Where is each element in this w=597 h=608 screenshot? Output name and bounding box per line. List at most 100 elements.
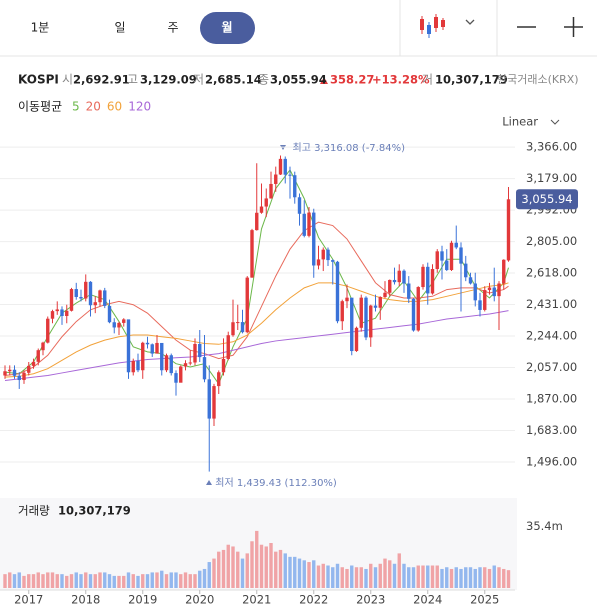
- candle-body: [506, 199, 511, 261]
- scale-dropdown[interactable]: [550, 119, 560, 125]
- volume-bar: [264, 546, 268, 588]
- candle-body: [449, 242, 454, 271]
- candle-body: [69, 289, 74, 311]
- volume-bar: [193, 574, 197, 588]
- volume-bar: [88, 574, 93, 588]
- candle-body: [435, 251, 439, 270]
- candle-body: [464, 263, 468, 278]
- candle-body: [459, 247, 463, 264]
- candle-body: [359, 297, 363, 328]
- candle-body: [492, 287, 496, 297]
- volume-bar: [321, 563, 325, 588]
- volume-bar: [207, 562, 211, 588]
- annotation: 최저 1,439.43 (112.30%): [215, 477, 337, 489]
- volume-bar: [440, 568, 444, 588]
- x-tick-label: 2021: [242, 593, 271, 607]
- dropdown-icon[interactable]: [465, 19, 475, 25]
- candle-body: [169, 355, 173, 374]
- volume-bar: [435, 565, 439, 588]
- candle-body: [245, 277, 249, 333]
- candle-body: [74, 289, 78, 297]
- candle-body: [36, 350, 40, 362]
- x-tick-label: 2025: [470, 593, 499, 607]
- candle-body: [240, 322, 245, 333]
- volume-bar: [478, 567, 482, 588]
- ma-line: [4, 310, 509, 382]
- candle-body: [402, 270, 406, 284]
- volume-bar: [36, 572, 40, 588]
- volume-bar: [502, 568, 506, 588]
- field-label: 고: [127, 73, 138, 87]
- tab[interactable]: 월: [221, 20, 232, 35]
- candle-body: [369, 305, 373, 338]
- candle-body: [107, 305, 112, 323]
- candle-body: [41, 342, 45, 351]
- candle-body: [392, 279, 397, 283]
- candle-body: [278, 158, 283, 175]
- volume-bar: [136, 575, 140, 588]
- y-tick-label: 2,618.00: [526, 266, 577, 280]
- volume-bar: [302, 560, 306, 588]
- candle-body: [31, 361, 36, 366]
- candle-body: [217, 372, 221, 387]
- volume-bar: [107, 574, 112, 588]
- candle-body: [269, 183, 273, 199]
- volume-bar: [50, 572, 55, 588]
- volume-bar: [160, 570, 164, 588]
- volume-bar: [359, 567, 363, 588]
- volume-label: 거: [422, 73, 433, 87]
- y-tick-label: 3,366.00: [526, 140, 577, 154]
- chart-type-icon[interactable]: [420, 14, 445, 38]
- tab[interactable]: 주: [167, 21, 178, 35]
- candle-body: [293, 175, 297, 198]
- volume-bar: [98, 572, 102, 588]
- volume-bar: [212, 558, 216, 588]
- tab[interactable]: 1분: [31, 21, 50, 35]
- symbol: KOSPI: [18, 73, 59, 87]
- candle-body: [55, 309, 59, 312]
- candle-body: [445, 260, 449, 271]
- volume-bar: [236, 551, 240, 588]
- volume-bar: [69, 574, 74, 588]
- candle-body: [321, 249, 325, 260]
- tab[interactable]: 일: [114, 21, 125, 35]
- volume-bar: [421, 565, 425, 588]
- candle-body: [27, 365, 31, 373]
- field-label: 종: [258, 73, 269, 87]
- zoom-in[interactable]: [564, 17, 583, 37]
- candle-body: [117, 322, 121, 328]
- volume-bar: [388, 560, 392, 588]
- volume-bar: [335, 563, 340, 588]
- y-tick-label: 2,431.00: [526, 297, 577, 311]
- min-marker: [206, 480, 212, 485]
- candle-body: [202, 357, 207, 380]
- candle-body: [312, 212, 316, 266]
- volume-bar: [202, 568, 207, 588]
- y-tick-label: 1,870.00: [526, 392, 577, 406]
- volume-bar: [245, 553, 249, 588]
- y-tick-label: 2,244.00: [526, 329, 577, 343]
- candle-body: [160, 342, 164, 371]
- volume-bar: [117, 575, 121, 588]
- y-tick-label: 1,683.00: [526, 423, 577, 437]
- candle-body: [307, 212, 311, 236]
- volume-bar: [274, 551, 278, 588]
- volume-bar: [487, 568, 492, 588]
- candle-body: [122, 319, 126, 323]
- volume-bar: [288, 556, 292, 588]
- x-tick-label: 2017: [14, 593, 43, 607]
- field-value: 3,129.09: [140, 73, 197, 87]
- scale-label: Linear: [502, 115, 538, 129]
- legend-entry: 60: [107, 100, 122, 114]
- candle-body: [487, 287, 492, 291]
- volume-bar: [364, 568, 368, 588]
- candle-body: [226, 335, 230, 359]
- candle-body: [259, 206, 264, 213]
- volume-bar: [492, 565, 496, 588]
- volume-bar: [326, 565, 330, 588]
- volume-bar: [131, 574, 135, 588]
- field-value: 2,685.14: [205, 73, 262, 87]
- volume-bar: [449, 568, 454, 588]
